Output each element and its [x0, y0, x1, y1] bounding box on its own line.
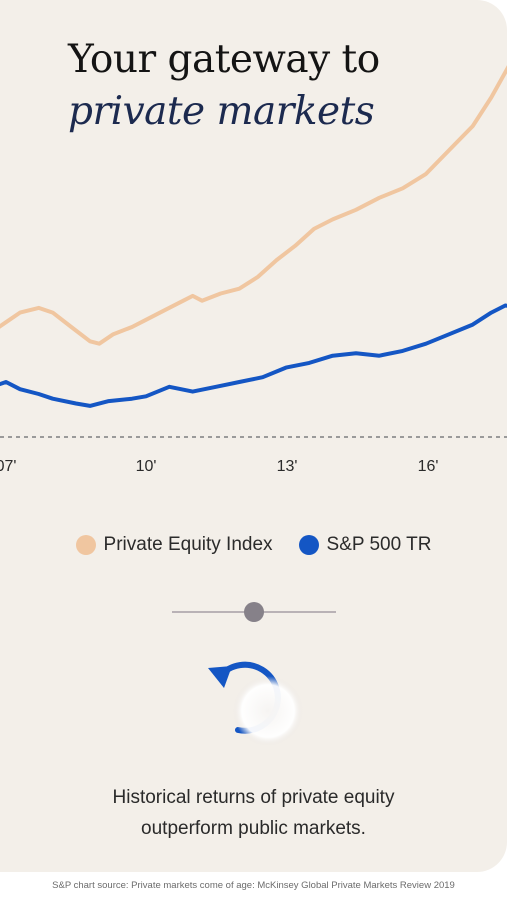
title-line-2: private markets	[68, 89, 375, 134]
series-layer	[0, 65, 507, 408]
legend-item-sp500: S&P 500 TR	[298, 534, 432, 556]
private-equity-swatch	[75, 535, 96, 555]
returns-chart: 07' 10' 13' 16'	[0, 65, 507, 475]
sp500-swatch	[298, 535, 319, 555]
onboarding-card: 07' 10' 13' 16' Your gateway to private …	[0, 0, 507, 872]
x-tick-10: 10'	[136, 458, 157, 475]
x-tick-16: 16'	[418, 458, 439, 475]
caption-line-1: Historical returns of private equity	[112, 787, 395, 808]
legend-label-private-equity: Private Equity Index	[103, 534, 273, 555]
touch-ripple	[233, 676, 303, 746]
slider-thumb[interactable]	[244, 602, 264, 622]
private-equity-line	[0, 65, 507, 346]
chart-time-slider[interactable]	[172, 600, 336, 624]
x-tick-07: 07'	[0, 458, 16, 475]
title-line-1: Your gateway to	[68, 37, 380, 82]
caption-line-2: outperform public markets.	[141, 818, 366, 839]
x-tick-13: 13'	[277, 458, 298, 475]
replay-button[interactable]	[198, 654, 308, 754]
source-note: S&P chart source: Private markets come o…	[52, 880, 455, 891]
sp500-line	[0, 303, 507, 408]
legend-item-private-equity: Private Equity Index	[75, 534, 273, 556]
legend-label-sp500: S&P 500 TR	[326, 534, 432, 555]
chart-legend: Private Equity Index S&P 500 TR	[0, 532, 507, 558]
page-title: Your gateway to private markets	[68, 34, 380, 138]
caption: Historical returns of private equity out…	[0, 782, 507, 844]
